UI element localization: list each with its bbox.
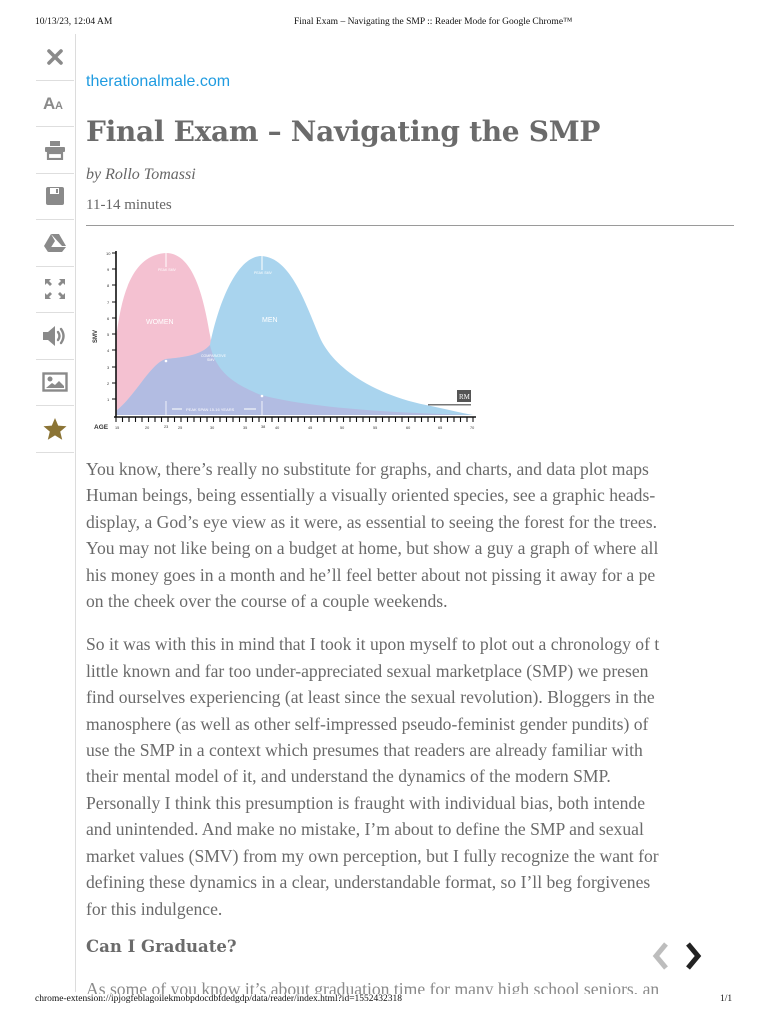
text-line: for this indulgence. — [86, 898, 223, 919]
sidebar-divider — [75, 34, 76, 992]
print-icon — [45, 140, 65, 160]
svg-text:AGE: AGE — [94, 424, 109, 431]
text-line: little known and far too under-appreciat… — [86, 660, 649, 681]
google-drive-icon — [44, 233, 66, 252]
favorite-button[interactable] — [36, 406, 74, 453]
print-footer: chrome-extension://ipjogfeblagoilekmobpd… — [0, 994, 768, 1008]
print-url: chrome-extension://ipjogfeblagoilekmobpd… — [35, 994, 403, 1004]
text-line: find ourselves experiencing (at least si… — [86, 687, 655, 708]
text-line: use the SMP in a context which presumes … — [86, 740, 643, 761]
svg-text:PEAK SMV: PEAK SMV — [158, 268, 177, 272]
svg-text:23: 23 — [164, 425, 168, 429]
speech-button[interactable] — [36, 313, 74, 360]
svg-text:8: 8 — [107, 283, 110, 288]
svg-text:25: 25 — [178, 426, 182, 430]
svg-text:20: 20 — [145, 426, 149, 430]
svg-text:70: 70 — [470, 426, 474, 430]
svg-text:SMV: SMV — [207, 358, 215, 362]
article-header: therationalmale.com Final Exam – Navigat… — [86, 70, 734, 226]
star-icon — [43, 417, 67, 440]
svg-text:A: A — [55, 100, 63, 112]
text-line: You may not like being on a budget at ho… — [86, 538, 659, 559]
print-datetime: 10/13/23, 12:04 AM — [35, 17, 113, 27]
svg-text:PEAK SPAN 15-16 YEARS: PEAK SPAN 15-16 YEARS — [186, 407, 235, 412]
paragraph: You know, there’s really no substitute f… — [86, 456, 734, 614]
header-divider — [86, 225, 734, 226]
text-line: manosphere (as well as other self-impres… — [86, 713, 649, 734]
svg-text:38: 38 — [261, 425, 265, 429]
svg-text:3: 3 — [107, 365, 110, 370]
text-line: on the cheek over the course of a couple… — [86, 591, 448, 612]
svg-text:35: 35 — [243, 426, 247, 430]
svg-text:15: 15 — [115, 426, 119, 430]
svg-text:SMV: SMV — [93, 330, 99, 343]
text-line: You know, there’s really no substitute f… — [86, 459, 649, 479]
svg-text:45: 45 — [308, 426, 312, 430]
svg-text:4: 4 — [107, 348, 110, 353]
text-line: Personally I think this presumption is f… — [86, 792, 646, 813]
svg-text:COMPARATIVE: COMPARATIVE — [201, 354, 227, 358]
svg-text:1: 1 — [107, 397, 110, 402]
svg-text:MEN: MEN — [262, 317, 278, 324]
previous-page-button[interactable] — [648, 940, 674, 972]
cutoff-text-line: As some of you know it’s about graduatio… — [86, 979, 660, 994]
fullscreen-icon — [45, 279, 65, 300]
article-byline: by Rollo Tomassi — [86, 166, 196, 183]
text-line: So it was with this in mind that I took … — [86, 634, 660, 655]
svg-text:9: 9 — [107, 267, 110, 272]
speaker-icon — [43, 325, 65, 346]
svg-text:55: 55 — [373, 426, 377, 430]
svg-text:50: 50 — [340, 426, 344, 430]
close-icon — [47, 48, 63, 65]
svg-text:6: 6 — [107, 316, 110, 321]
image-icon — [42, 372, 68, 392]
svg-text:PEAK SMV: PEAK SMV — [254, 271, 273, 275]
paragraph: So it was with this in mind that I took … — [86, 631, 734, 921]
save-button[interactable] — [36, 174, 74, 220]
article-title: Final Exam – Navigating the SMP — [86, 115, 601, 148]
text-line: display, a God’s eye view as it were, as… — [86, 511, 657, 532]
svg-text:2: 2 — [107, 381, 110, 386]
svg-text:30: 30 — [210, 426, 214, 430]
source-link[interactable]: therationalmale.com — [86, 73, 231, 90]
svg-text:40: 40 — [275, 426, 279, 430]
text-line: Human beings, being essentially a visual… — [86, 485, 656, 506]
print-header: 10/13/23, 12:04 AM Final Exam – Navigati… — [0, 17, 768, 31]
article-body: You know, there’s really no substitute f… — [86, 456, 734, 939]
svg-text:7: 7 — [107, 300, 110, 305]
svg-text:WOMEN: WOMEN — [146, 319, 174, 326]
text-line: and unintended. And make no mistake, I’m… — [86, 819, 644, 840]
chevron-left-icon — [652, 942, 668, 970]
google-drive-button[interactable] — [36, 220, 74, 267]
svg-text:10: 10 — [106, 251, 111, 256]
text-line: their mental model of it, and understand… — [86, 766, 611, 787]
print-page-number: 1/1 — [720, 994, 733, 1004]
smv-chart: PEAK SMV PEAK SMV WOMEN MEN COMPARATIVE … — [93, 251, 476, 431]
pager — [648, 940, 708, 972]
fullscreen-button[interactable] — [36, 267, 74, 313]
save-icon — [46, 187, 64, 206]
reading-time: 11-14 minutes — [86, 197, 172, 213]
svg-text:5: 5 — [107, 332, 110, 337]
close-button[interactable] — [36, 34, 74, 81]
section-heading: Can I Graduate? — [86, 937, 237, 956]
smv-chart-image: PEAK SMV PEAK SMV WOMEN MEN COMPARATIVE … — [86, 245, 481, 435]
print-button[interactable] — [36, 127, 74, 174]
svg-text:A: A — [43, 94, 55, 112]
text-line: market values (SMV) from my own percepti… — [86, 845, 659, 866]
svg-text:60: 60 — [406, 426, 410, 430]
print-title: Final Exam – Navigating the SMP :: Reade… — [294, 17, 573, 27]
svg-text:RM: RM — [459, 393, 471, 401]
chevron-right-icon — [686, 942, 702, 970]
next-page-button[interactable] — [680, 940, 706, 972]
images-button[interactable] — [36, 360, 74, 406]
text-line: his money goes in a month and he’ll feel… — [86, 564, 656, 585]
svg-text:65: 65 — [438, 426, 442, 430]
text-line: defining these dynamics in a clear, unde… — [86, 872, 651, 893]
